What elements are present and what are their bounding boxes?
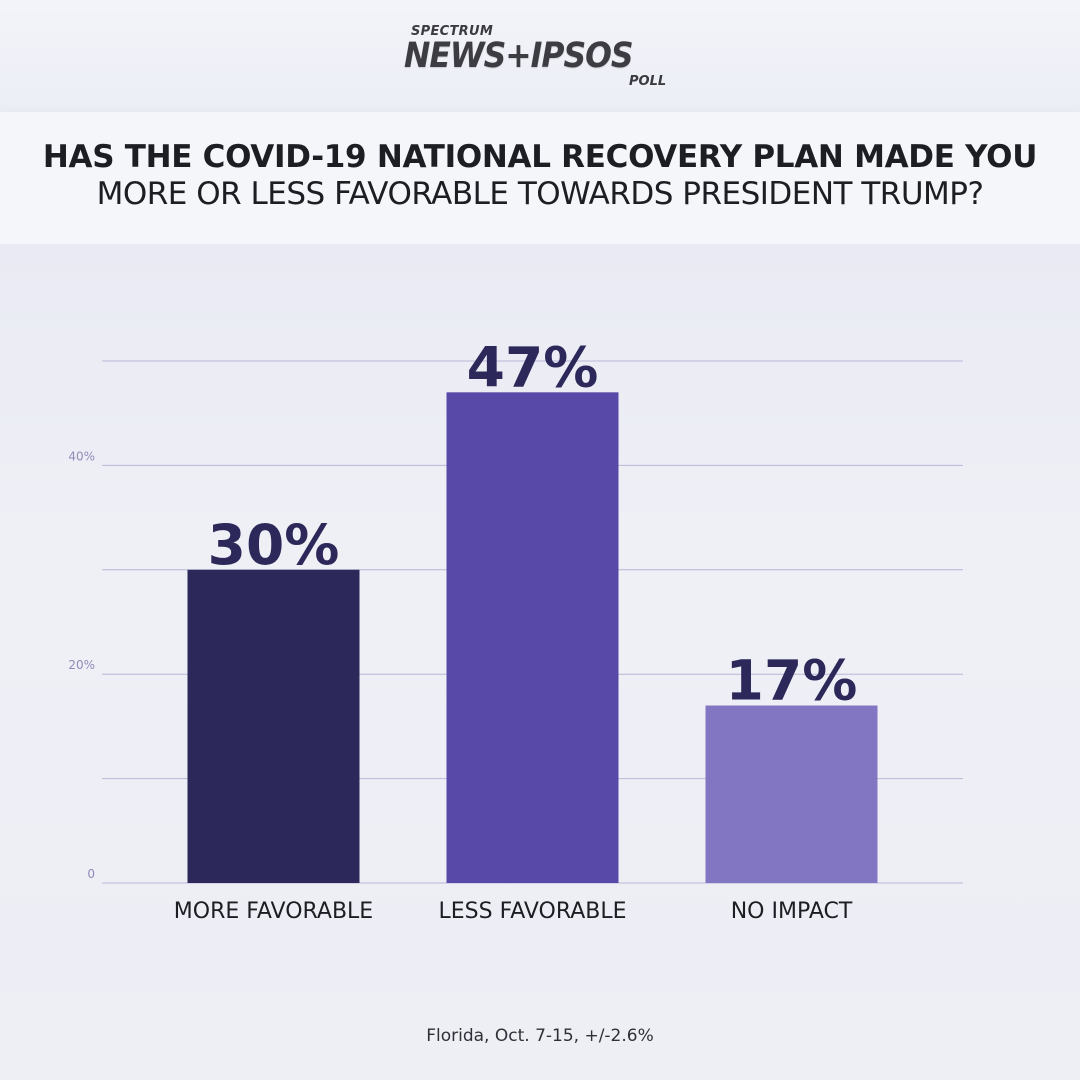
logo-spectrum-text: SPECTRUM: [411, 24, 494, 39]
bar-value-label: 30%: [208, 513, 340, 577]
spectrum-news-ipsos-logo: SPECTRUM NEWS+IPSOS POLL: [0, 22, 1080, 94]
footer: Florida, Oct. 7-15, +/-2.6%: [0, 992, 1080, 1080]
bar-value-label: 17%: [726, 649, 858, 713]
source-note: Florida, Oct. 7-15, +/-2.6%: [426, 1026, 654, 1046]
header: SPECTRUM NEWS+IPSOS POLL: [0, 0, 1080, 112]
bar: [187, 569, 360, 883]
question-line-1: HAS THE COVID-19 NATIONAL RECOVERY PLAN …: [42, 139, 1038, 175]
question-banner: HAS THE COVID-19 NATIONAL RECOVERY PLAN …: [0, 112, 1080, 244]
y-tick-label: 20%: [68, 658, 95, 672]
logo-main-text: NEWS+IPSOS: [404, 36, 634, 76]
x-category-label: LESS FAVORABLE: [438, 899, 626, 924]
bar: [705, 705, 878, 883]
x-category-label: MORE FAVORABLE: [174, 899, 373, 924]
y-tick-label: 40%: [68, 449, 95, 463]
bar-value-label: 47%: [467, 335, 599, 399]
x-category-label: NO IMPACT: [731, 899, 853, 924]
y-tick-label: 0: [87, 867, 95, 881]
logo-poll-text: POLL: [629, 74, 667, 89]
bar: [446, 392, 619, 883]
question-line-2: MORE OR LESS FAVORABLE TOWARDS PRESIDENT…: [96, 176, 984, 212]
